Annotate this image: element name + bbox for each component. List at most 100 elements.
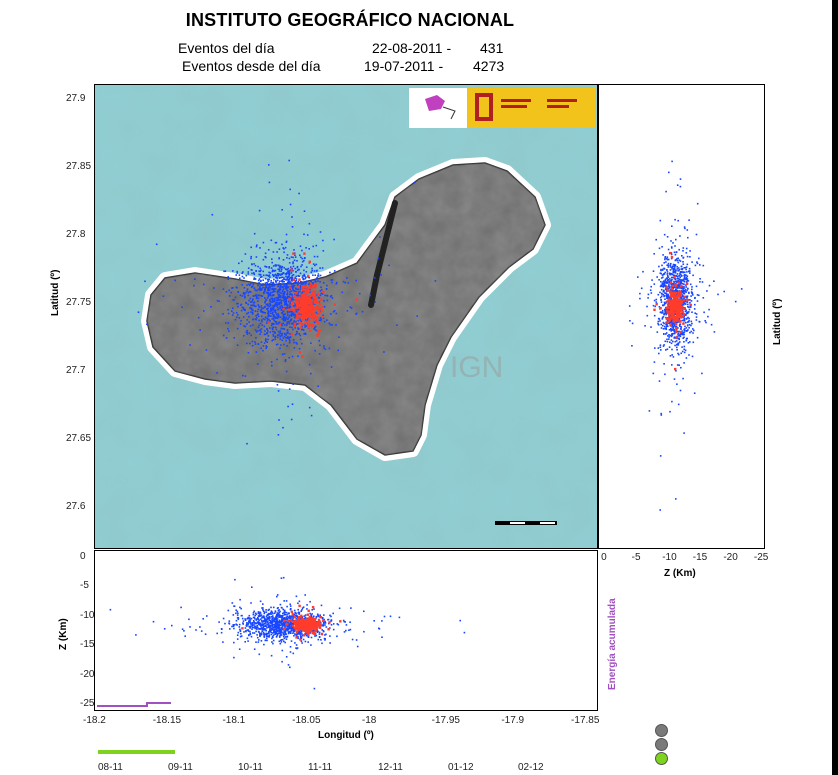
energy-label: Energía acumulada	[607, 598, 618, 690]
timeline-label: 01-12	[448, 762, 474, 773]
event-point-since	[679, 325, 681, 327]
event-point-since	[278, 333, 280, 336]
event-point-since	[289, 320, 291, 322]
event-point-day	[675, 302, 678, 305]
event-point-since	[678, 287, 680, 289]
event-point-day	[679, 299, 683, 302]
event-point-since	[675, 238, 677, 241]
event-point-since	[293, 313, 295, 316]
event-point-since	[321, 293, 324, 295]
event-point-since	[251, 285, 254, 288]
event-point-since	[659, 296, 662, 299]
event-point-since	[262, 286, 264, 289]
longitude-depth-panel	[94, 550, 598, 711]
event-point-since	[349, 621, 351, 623]
event-point-since	[290, 626, 293, 628]
event-point-day	[297, 302, 300, 306]
event-point-since	[287, 270, 290, 272]
event-point-day	[306, 628, 309, 632]
event-point-since	[286, 287, 289, 289]
event-point-since	[686, 295, 689, 297]
event-point-day	[673, 298, 676, 301]
event-point-since	[247, 267, 250, 269]
timeline-progress-bar	[98, 750, 175, 754]
event-point-since	[685, 321, 687, 324]
event-point-since	[286, 303, 289, 306]
event-point-day	[316, 292, 320, 295]
event-point-since	[279, 266, 281, 269]
event-point-since	[265, 291, 268, 294]
map-y-tick: 27.85	[66, 160, 92, 172]
event-point-since	[659, 320, 661, 322]
event-point-since	[690, 320, 693, 323]
event-point-since	[271, 364, 273, 367]
event-point-since	[280, 301, 282, 303]
event-point-since	[663, 285, 666, 287]
event-point-day	[307, 297, 310, 301]
event-point-since	[252, 302, 255, 304]
event-point-since	[674, 245, 676, 247]
event-point-since	[329, 642, 331, 644]
event-point-day	[670, 292, 673, 295]
depth-latitude-x-tick: -5	[631, 552, 641, 563]
event-point-day	[304, 289, 307, 292]
event-point-since	[233, 605, 236, 607]
event-point-since	[299, 629, 302, 632]
depth-latitude-x-tick: -20	[723, 552, 738, 563]
event-point-since	[254, 622, 256, 624]
event-point-since	[279, 283, 282, 285]
event-point-since	[313, 687, 316, 690]
event-point-since	[282, 295, 285, 297]
event-point-day	[294, 628, 298, 631]
event-point-since	[279, 330, 282, 332]
event-point-since	[250, 301, 252, 303]
event-point-since	[670, 279, 672, 282]
event-point-day	[317, 619, 321, 622]
event-point-since	[264, 297, 266, 299]
event-point-day	[306, 296, 309, 299]
event-point-day	[673, 316, 676, 319]
event-point-since	[289, 651, 292, 653]
event-point-since	[248, 321, 250, 323]
event-point-since	[290, 418, 293, 421]
event-point-since	[289, 203, 292, 206]
event-point-since	[674, 344, 676, 347]
event-point-since	[681, 298, 683, 300]
event-point-since	[245, 331, 248, 333]
event-point-since	[326, 319, 328, 321]
event-point-since	[668, 305, 671, 308]
event-point-since	[278, 623, 280, 626]
event-point-since	[244, 375, 247, 377]
event-point-since	[238, 648, 241, 650]
event-point-since	[276, 615, 278, 617]
event-point-since	[220, 631, 223, 634]
event-point-since	[275, 265, 277, 267]
event-point-since	[270, 279, 272, 282]
event-point-since	[252, 304, 254, 307]
event-point-since	[246, 319, 249, 321]
event-point-since	[181, 306, 183, 308]
event-point-since	[255, 630, 257, 633]
event-point-since	[285, 633, 287, 635]
event-point-since	[278, 631, 280, 633]
event-point-since	[660, 323, 662, 326]
event-point-since	[689, 341, 691, 343]
event-point-since	[293, 281, 295, 284]
event-point-since	[234, 578, 236, 581]
event-point-since	[275, 241, 278, 244]
event-point-since	[289, 340, 291, 342]
event-point-since	[249, 621, 252, 624]
event-point-since	[257, 308, 260, 310]
event-point-day	[298, 278, 301, 281]
event-point-since	[671, 400, 673, 403]
event-point-since	[316, 629, 318, 631]
event-point-since	[238, 623, 241, 626]
event-point-since	[281, 625, 284, 627]
event-point-since	[678, 353, 680, 356]
event-point-since	[282, 288, 285, 291]
event-point-day	[673, 292, 676, 296]
event-point-since	[260, 328, 263, 330]
event-point-day	[318, 626, 322, 629]
event-point-since	[298, 612, 301, 614]
event-point-since	[688, 317, 690, 320]
